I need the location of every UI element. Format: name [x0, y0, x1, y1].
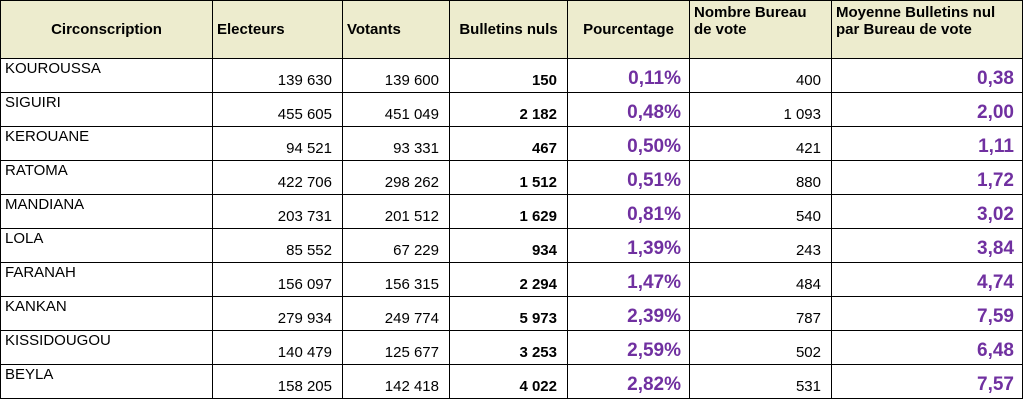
cell-moyenne: 7,57 [831, 364, 1023, 399]
cell-bulletins-nuls: 2 182 [449, 92, 568, 127]
cell-nombre-bureau: 400 [689, 58, 832, 93]
cell-moyenne: 0,38 [831, 58, 1023, 93]
cell-pourcentage: 1,47% [567, 262, 690, 297]
cell-circonscription: KISSIDOUGOU [0, 330, 213, 365]
cell-nombre-bureau: 1 093 [689, 92, 832, 127]
cell-bulletins-nuls: 150 [449, 58, 568, 93]
cell-circonscription: BEYLA [0, 364, 213, 399]
header-moyenne: Moyenne Bulletins nul par Bureau de vote [831, 0, 1023, 59]
cell-bulletins-nuls: 4 022 [449, 364, 568, 399]
cell-nombre-bureau: 421 [689, 126, 832, 161]
header-bulletins-nuls: Bulletins nuls [449, 0, 568, 59]
cell-circonscription: MANDIANA [0, 194, 213, 229]
cell-bulletins-nuls: 1 512 [449, 160, 568, 195]
table-row: RATOMA 422 706 298 262 1 512 0,51% 880 1,72 [0, 160, 1023, 195]
cell-votants: 298 262 [342, 160, 450, 195]
cell-electeurs: 455 605 [212, 92, 343, 127]
cell-moyenne: 3,02 [831, 194, 1023, 229]
cell-circonscription: FARANAH [0, 262, 213, 297]
cell-electeurs: 279 934 [212, 296, 343, 331]
cell-electeurs: 422 706 [212, 160, 343, 195]
cell-bulletins-nuls: 5 973 [449, 296, 568, 331]
table-row: KEROUANE 94 521 93 331 467 0,50% 421 1,11 [0, 126, 1023, 161]
header-pourcentage: Pourcentage [567, 0, 690, 59]
cell-circonscription: KEROUANE [0, 126, 213, 161]
cell-nombre-bureau: 540 [689, 194, 832, 229]
cell-votants: 249 774 [342, 296, 450, 331]
cell-bulletins-nuls: 934 [449, 228, 568, 263]
cell-moyenne: 7,59 [831, 296, 1023, 331]
cell-votants: 67 229 [342, 228, 450, 263]
table-body: KOUROUSSA 139 630 139 600 150 0,11% 400 0,38 SI… [0, 58, 1023, 399]
cell-nombre-bureau: 502 [689, 330, 832, 365]
table-row: KANKAN 279 934 249 774 5 973 2,39% 787 7,59 [0, 296, 1023, 331]
table-row: LOLA 85 552 67 229 934 1,39% 243 3,84 [0, 228, 1023, 263]
cell-pourcentage: 0,51% [567, 160, 690, 195]
cell-electeurs: 85 552 [212, 228, 343, 263]
cell-pourcentage: 2,39% [567, 296, 690, 331]
cell-moyenne: 4,74 [831, 262, 1023, 297]
cell-nombre-bureau: 531 [689, 364, 832, 399]
cell-bulletins-nuls: 467 [449, 126, 568, 161]
cell-votants: 139 600 [342, 58, 450, 93]
cell-electeurs: 158 205 [212, 364, 343, 399]
header-circonscription: Circonscription [0, 0, 213, 59]
cell-moyenne: 1,72 [831, 160, 1023, 195]
cell-circonscription: LOLA [0, 228, 213, 263]
cell-pourcentage: 0,11% [567, 58, 690, 93]
cell-pourcentage: 0,81% [567, 194, 690, 229]
table-row: SIGUIRI 455 605 451 049 2 182 0,48% 1 093 2,00 [0, 92, 1023, 127]
cell-votants: 156 315 [342, 262, 450, 297]
cell-votants: 451 049 [342, 92, 450, 127]
table-row: KOUROUSSA 139 630 139 600 150 0,11% 400 0,38 [0, 58, 1023, 93]
cell-circonscription: RATOMA [0, 160, 213, 195]
cell-pourcentage: 0,50% [567, 126, 690, 161]
table-row: KISSIDOUGOU 140 479 125 677 3 253 2,59% 502 6,… [0, 330, 1023, 365]
cell-bulletins-nuls: 1 629 [449, 194, 568, 229]
cell-circonscription: KOUROUSSA [0, 58, 213, 93]
header-nombre-bureau: Nombre Bureau de vote [689, 0, 832, 59]
cell-electeurs: 156 097 [212, 262, 343, 297]
cell-votants: 201 512 [342, 194, 450, 229]
table-row: BEYLA 158 205 142 418 4 022 2,82% 531 7,57 [0, 364, 1023, 399]
cell-bulletins-nuls: 3 253 [449, 330, 568, 365]
cell-nombre-bureau: 880 [689, 160, 832, 195]
cell-circonscription: SIGUIRI [0, 92, 213, 127]
table-row: MANDIANA 203 731 201 512 1 629 0,81% 540 3,02 [0, 194, 1023, 229]
cell-pourcentage: 1,39% [567, 228, 690, 263]
cell-bulletins-nuls: 2 294 [449, 262, 568, 297]
cell-electeurs: 203 731 [212, 194, 343, 229]
cell-moyenne: 3,84 [831, 228, 1023, 263]
header-row: Circonscription Electeurs Votants Bullet… [0, 0, 1023, 59]
cell-votants: 125 677 [342, 330, 450, 365]
cell-pourcentage: 2,59% [567, 330, 690, 365]
cell-electeurs: 140 479 [212, 330, 343, 365]
cell-pourcentage: 2,82% [567, 364, 690, 399]
cell-moyenne: 1,11 [831, 126, 1023, 161]
cell-circonscription: KANKAN [0, 296, 213, 331]
cell-moyenne: 2,00 [831, 92, 1023, 127]
cell-electeurs: 139 630 [212, 58, 343, 93]
cell-nombre-bureau: 787 [689, 296, 832, 331]
cell-moyenne: 6,48 [831, 330, 1023, 365]
header-votants: Votants [342, 0, 450, 59]
cell-votants: 93 331 [342, 126, 450, 161]
cell-votants: 142 418 [342, 364, 450, 399]
cell-electeurs: 94 521 [212, 126, 343, 161]
table-header: Circonscription Electeurs Votants Bullet… [0, 0, 1023, 59]
cell-nombre-bureau: 484 [689, 262, 832, 297]
table-row: FARANAH 156 097 156 315 2 294 1,47% 484 4,74 [0, 262, 1023, 297]
cell-pourcentage: 0,48% [567, 92, 690, 127]
header-electeurs: Electeurs [212, 0, 343, 59]
cell-nombre-bureau: 243 [689, 228, 832, 263]
